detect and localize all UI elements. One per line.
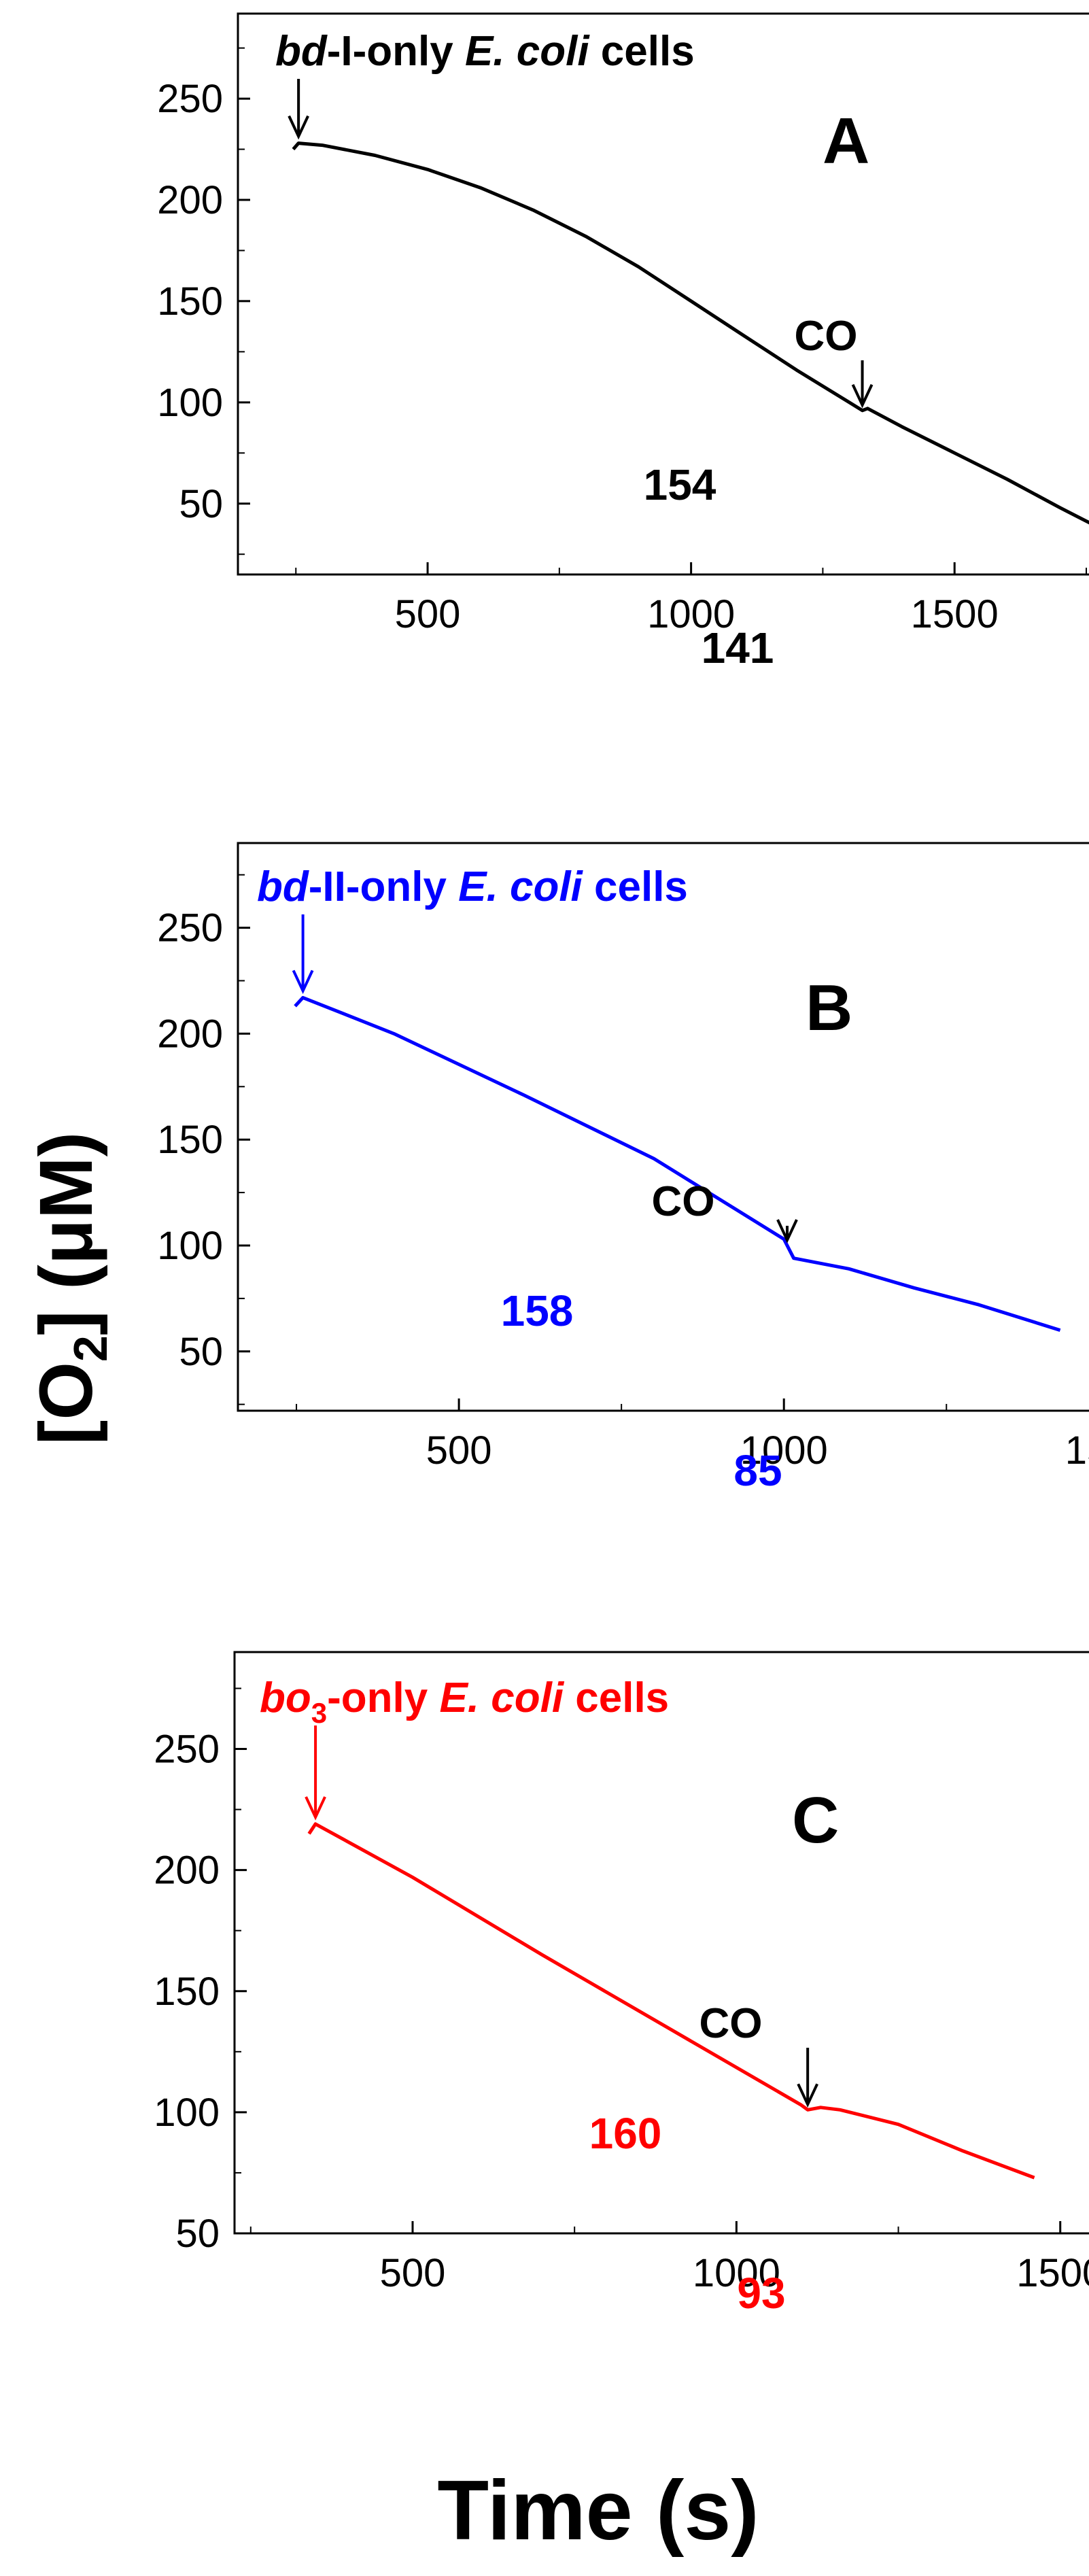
cell-annotation-part: cells: [589, 28, 695, 75]
start-arrow-a: [288, 79, 309, 140]
cell-annotation-part: -II-only: [309, 863, 458, 910]
x-tick-label-c-1000: 1000: [693, 2251, 780, 2295]
x-tick-label-a-1000: 1000: [647, 592, 735, 636]
cell-annotation-part: 3: [311, 1697, 327, 1729]
cell-annotation-part: bd: [275, 28, 328, 75]
cell-annotation-a: bd-I-only E. coli cells: [275, 28, 695, 75]
cell-annotation-part: bd: [257, 863, 309, 910]
y-tick-label-c-200: 200: [154, 1849, 220, 1893]
x-tick-label-c-500: 500: [380, 2251, 446, 2295]
y-tick-label-c-250: 250: [154, 1728, 220, 1772]
co-arrow-c: [797, 2048, 818, 2108]
start-arrow-b-head: [292, 969, 314, 995]
x-axis-title: Time (s): [437, 2464, 759, 2558]
series-line-b: [294, 995, 1061, 1332]
panel-letter-c: C: [792, 1784, 839, 1857]
y-tick-label-b-150: 150: [157, 1118, 223, 1162]
rate-after-co-c: 93: [737, 2269, 785, 2318]
cell-annotation-part: cells: [583, 863, 688, 910]
y-axis-title-main: [O: [24, 1362, 108, 1445]
y-axis-title: [O2] (μM): [24, 1132, 117, 1445]
co-arrow-c-head: [797, 2083, 818, 2108]
cell-annotation-part: E. coli: [458, 863, 583, 910]
co-arrow-a-head: [851, 383, 874, 409]
series-line-c: [307, 1822, 1035, 2180]
y-tick-label-c-150: 150: [154, 1970, 220, 2014]
start-arrow-b: [292, 914, 314, 995]
cell-annotation-part: E. coli: [439, 1675, 564, 1721]
series-line-a: [292, 141, 1089, 525]
x-tick-label-a-1500: 1500: [911, 592, 999, 636]
x-tick-label-c-1500: 1500: [1016, 2251, 1089, 2295]
y-axis-title-subscript: 2: [64, 1335, 117, 1362]
cell-annotation-part: bo: [260, 1675, 311, 1721]
co-arrow-a: [851, 360, 874, 409]
y-tick-label-b-250: 250: [157, 906, 223, 950]
co-label-b: CO: [652, 1178, 715, 1225]
plot-frame-b: [237, 842, 1089, 1412]
x-tick-label-b-1000: 1000: [740, 1428, 828, 1473]
y-tick-label-b-100: 100: [157, 1224, 223, 1268]
y-tick-label-a-50: 50: [179, 482, 223, 526]
panel-letter-a: A: [823, 105, 869, 177]
start-arrow-a-head: [288, 115, 309, 140]
y-tick-label-b-200: 200: [157, 1012, 223, 1056]
y-tick-label-b-50: 50: [179, 1330, 223, 1374]
start-arrow-c-head: [305, 1796, 326, 1821]
x-tick-label-b-500: 500: [426, 1428, 492, 1473]
y-tick-label-a-250: 250: [157, 77, 223, 121]
panel-b: 50 100 150 200 250 500 1000 1500 Bbd-II-only E. …: [157, 842, 1089, 1495]
plot-frame-c: [233, 1651, 1089, 2235]
rate-after-co-a: 141: [702, 623, 774, 672]
rate-before-co-a: 154: [644, 460, 716, 509]
plot-frame-a: [237, 12, 1089, 576]
cell-annotation-part: E. coli: [465, 28, 590, 75]
co-label-c: CO: [699, 2000, 763, 2047]
x-tick-label-a-500: 500: [395, 592, 461, 636]
co-arrow-b-head: [776, 1219, 798, 1243]
cell-annotation-b: bd-II-only E. coli cells: [257, 863, 688, 910]
cell-annotation-part: -I-only: [327, 28, 465, 75]
y-tick-label-a-150: 150: [157, 279, 223, 324]
y-tick-label-c-100: 100: [154, 2091, 220, 2135]
panel-letter-b: B: [806, 972, 852, 1044]
rate-before-co-b: 158: [501, 1286, 574, 1335]
y-tick-label-a-100: 100: [157, 381, 223, 425]
cell-annotation-part: cells: [564, 1675, 669, 1721]
panel-a: 50 100 150 200 250 500 1000 1500 Abd-I-only E. c…: [157, 12, 1089, 672]
cell-annotation-part: -only: [327, 1675, 439, 1721]
x-tick-label-b-1500: 1500: [1065, 1428, 1089, 1473]
rate-after-co-b: 85: [733, 1446, 782, 1495]
co-arrow-b: [776, 1219, 798, 1243]
start-arrow-c: [305, 1725, 326, 1821]
co-label-a: CO: [795, 313, 858, 360]
y-axis-title-rest: ] (μM): [24, 1132, 108, 1335]
y-tick-label-a-200: 200: [157, 178, 223, 222]
rate-before-co-c: 160: [589, 2109, 662, 2158]
y-tick-label-c-50: 50: [175, 2212, 220, 2256]
cell-annotation-c: bo3-only E. coli cells: [260, 1675, 669, 1729]
